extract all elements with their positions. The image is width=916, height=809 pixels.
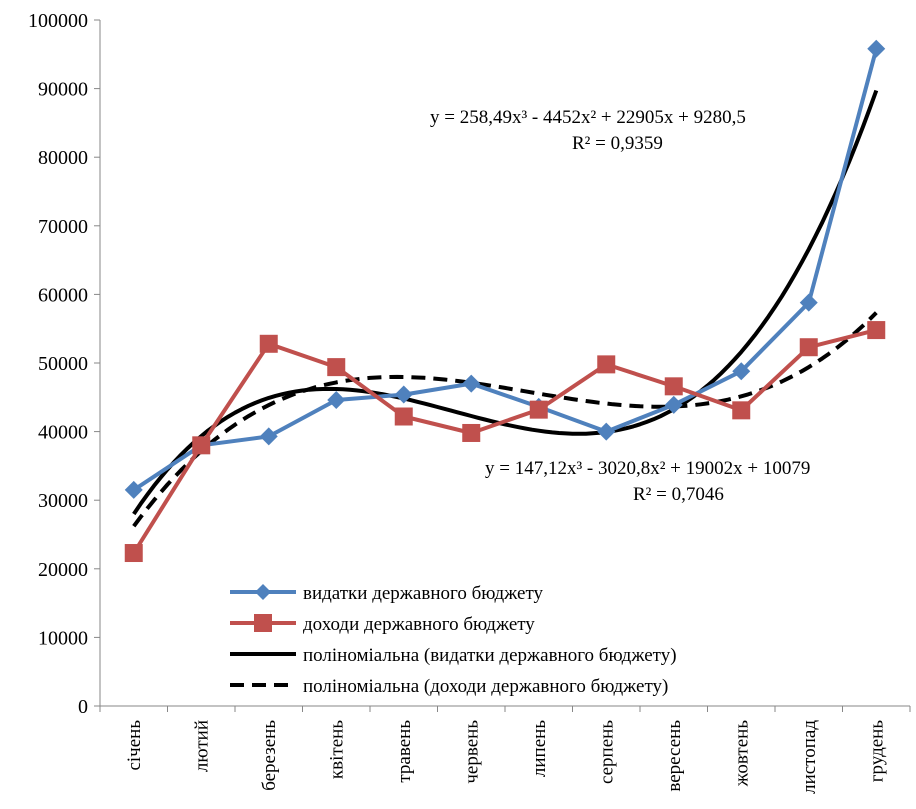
x-tick-label: червень [461, 720, 482, 784]
legend: видатки державного бюджету доходи держав… [230, 583, 677, 697]
y-tick-label: 100000 [28, 10, 88, 32]
data-point-revenues [799, 338, 818, 357]
data-point-revenues [394, 407, 413, 426]
square-marker-icon [254, 614, 272, 632]
data-point-revenues [529, 400, 548, 419]
data-point-expenses [664, 395, 683, 414]
y-tick-label: 70000 [38, 216, 88, 238]
trendline-r2-revenues: R² = 0,7046 [633, 484, 724, 505]
x-tick-label: квітень [326, 720, 347, 779]
data-point-expenses [462, 374, 481, 393]
y-tick-label: 90000 [38, 79, 88, 101]
data-point-revenues [732, 401, 751, 420]
trendline-equation-expenses: y = 258,49x³ - 4452x² + 22905x + 9280,5 [430, 107, 746, 128]
x-tick-label: грудень [866, 720, 887, 783]
trendline-revenues [132, 311, 878, 528]
legend-label-expenses: видатки державного бюджету [303, 583, 543, 604]
data-point-revenues [462, 423, 481, 442]
y-tick-label: 50000 [38, 353, 88, 375]
data-point-revenues [597, 355, 616, 374]
series-line-revenues [132, 328, 877, 555]
x-tick-label: жовтень [731, 720, 752, 788]
diamond-marker-icon [255, 584, 271, 600]
data-point-expenses [597, 422, 616, 441]
x-tick-label: серпень [596, 720, 617, 784]
y-tick-label: 0 [78, 696, 88, 718]
axes [94, 19, 911, 712]
data-point-expenses [732, 362, 751, 381]
data-point-expenses [259, 427, 278, 446]
legend-entry-trend-expenses: поліноміальна (видатки державного бюджет… [230, 645, 677, 666]
x-tick-label: травень [394, 720, 415, 783]
data-point-expenses [327, 391, 346, 410]
y-tick-label: 80000 [38, 147, 88, 169]
x-tick-label: вересень [664, 720, 685, 792]
data-point-revenues [664, 377, 683, 396]
trendline-expenses [132, 89, 879, 516]
data-point-revenues [124, 544, 143, 563]
legend-entry-trend-revenues: поліноміальна (доходи державного бюджету… [230, 676, 668, 697]
data-point-revenues [259, 334, 278, 353]
data-point-expenses [124, 480, 143, 499]
legend-entry-expenses: видатки державного бюджету [230, 583, 543, 604]
y-tick-label: 20000 [38, 559, 88, 581]
x-tick-labels: січень лютий березень квітень травень червень… [124, 720, 888, 794]
x-tick-label: листопад [799, 720, 820, 794]
data-point-revenues [192, 436, 211, 455]
trendline-equation-revenues: y = 147,12x³ - 3020,8x² + 19002x + 10079 [485, 458, 810, 479]
data-point-revenues [867, 321, 886, 340]
y-tick-label: 60000 [38, 284, 88, 306]
data-point-revenues [327, 358, 346, 377]
series-line-expenses [132, 48, 879, 492]
legend-entry-revenues: доходи державного бюджету [230, 614, 535, 635]
legend-label-trend-revenues: поліноміальна (доходи державного бюджету… [303, 676, 668, 697]
legend-label-revenues: доходи державного бюджету [303, 614, 535, 635]
data-point-expenses [799, 293, 818, 312]
y-tick-labels: 0 10000 20000 30000 40000 50000 60000 70000 8000… [28, 10, 88, 718]
trendline-r2-expenses: R² = 0,9359 [572, 133, 663, 154]
x-tick-label: лютий [191, 720, 212, 772]
y-tick-label: 40000 [38, 422, 88, 444]
x-tick-label: липень [529, 720, 550, 777]
x-tick-label: січень [124, 720, 145, 771]
plot-area [124, 39, 886, 563]
y-tick-label: 10000 [38, 627, 88, 649]
data-point-expenses [867, 39, 886, 58]
y-tick-label: 30000 [38, 490, 88, 512]
data-point-expenses [394, 385, 413, 404]
legend-label-trend-expenses: поліноміальна (видатки державного бюджет… [303, 645, 677, 666]
x-tick-label: березень [259, 720, 280, 791]
